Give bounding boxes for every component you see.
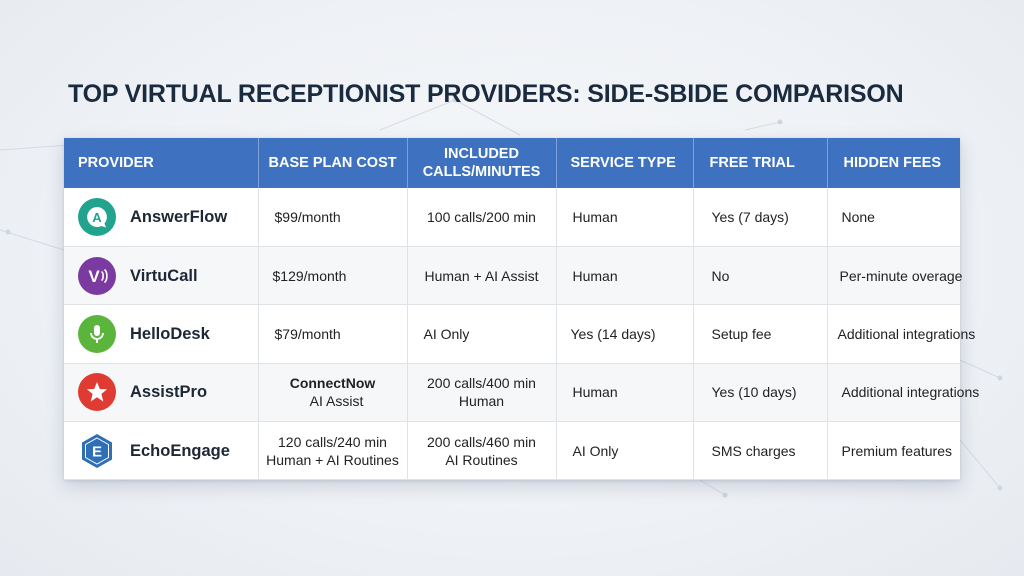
table-row: E EchoEngage 120 calls/240 min Human + AI…	[64, 421, 960, 481]
page-title: TOP VIRTUAL RECEPTIONIST PROVIDERS: SIDE…	[68, 80, 904, 108]
header-included-calls-minutes: INCLUDED CALLS/MINUTES	[407, 138, 557, 188]
base-plan-cost-cell: $99/month	[258, 188, 408, 247]
free-trial-cell: SMS charges	[693, 421, 828, 481]
service-type-cell: AI Only	[556, 421, 694, 481]
header-free-trial: FREE TRIAL	[693, 138, 828, 188]
included-cell: Human + AI Assist	[407, 246, 557, 306]
svg-text:V: V	[88, 267, 100, 286]
provider-name: VirtuCall	[130, 266, 198, 285]
provider-name: AssistPro	[130, 383, 208, 402]
table-row: AssistPro ConnectNow AI Assist 200 calls/…	[64, 363, 979, 423]
service-type-cell: Human	[556, 188, 694, 247]
included-cell: AI Only	[407, 304, 557, 364]
svg-text:A: A	[92, 210, 102, 225]
chat-a-icon: A	[78, 197, 116, 236]
comparison-table: PROVIDER BASE PLAN COST INCLUDED CALLS/MI…	[64, 138, 979, 481]
v-wave-icon: V	[78, 256, 116, 295]
service-type-cell: Human	[556, 246, 694, 306]
provider-name: AnswerFlow	[130, 207, 228, 226]
header-base-plan-cost: BASE PLAN COST	[258, 138, 408, 188]
provider-cell: HelloDesk	[64, 304, 259, 364]
header-hidden-fees: HIDDEN FEES	[843, 155, 942, 171]
service-type-cell: Human	[556, 363, 694, 423]
hidden-fees-cell: Premium features	[827, 421, 960, 481]
star-icon	[78, 373, 116, 412]
table-header-row: PROVIDER BASE PLAN COST INCLUDED CALLS/MI…	[64, 138, 960, 188]
included-cell: 200 calls/400 min Human	[407, 363, 557, 423]
table-row: A AnswerFlow $99/month 100 calls/200 min…	[64, 188, 960, 247]
chip-e-icon: E	[78, 432, 116, 470]
provider-name: HelloDesk	[130, 324, 210, 343]
free-trial-cell: Yes (10 days)	[693, 363, 828, 423]
provider-cell: A AnswerFlow	[64, 188, 259, 247]
hidden-fees-cell: Additional integrations	[827, 304, 975, 364]
hidden-fees-cell: Additional integrations	[827, 363, 979, 423]
provider-name: EchoEngage	[130, 441, 230, 460]
provider-cell: AssistPro	[64, 363, 259, 423]
free-trial-cell: No	[693, 246, 828, 306]
service-type-cell: Yes (14 days)	[556, 304, 694, 364]
included-cell: 100 calls/200 min	[407, 188, 557, 247]
base-plan-cost-cell: ConnectNow AI Assist	[258, 363, 408, 423]
provider-cell: V VirtuCall	[64, 246, 259, 306]
provider-cell: E EchoEngage	[64, 421, 259, 481]
base-plan-cost-cell: 120 calls/240 min Human + AI Routines	[258, 421, 408, 481]
comparison-table-card: PROVIDER BASE PLAN COST INCLUDED CALLS/MI…	[64, 138, 979, 481]
hidden-fees-cell: None	[827, 188, 960, 247]
header-provider: PROVIDER	[64, 138, 259, 188]
hidden-fees-cell: Per-minute overage	[827, 246, 962, 306]
microphone-icon	[78, 314, 116, 353]
included-cell: 200 calls/460 min AI Routines	[407, 421, 557, 481]
header-service-type: SERVICE TYPE	[556, 138, 694, 188]
base-plan-cost-cell: $129/month	[258, 246, 408, 306]
svg-text:E: E	[92, 443, 102, 460]
free-trial-cell: Setup fee	[693, 304, 828, 364]
free-trial-cell: Yes (7 days)	[693, 188, 828, 247]
table-row: V VirtuCall $129/month Human + AI Assist…	[64, 246, 962, 306]
base-plan-cost-cell: $79/month	[258, 304, 408, 364]
table-row: HelloDesk $79/month AI Only Yes (14 days…	[64, 304, 975, 364]
